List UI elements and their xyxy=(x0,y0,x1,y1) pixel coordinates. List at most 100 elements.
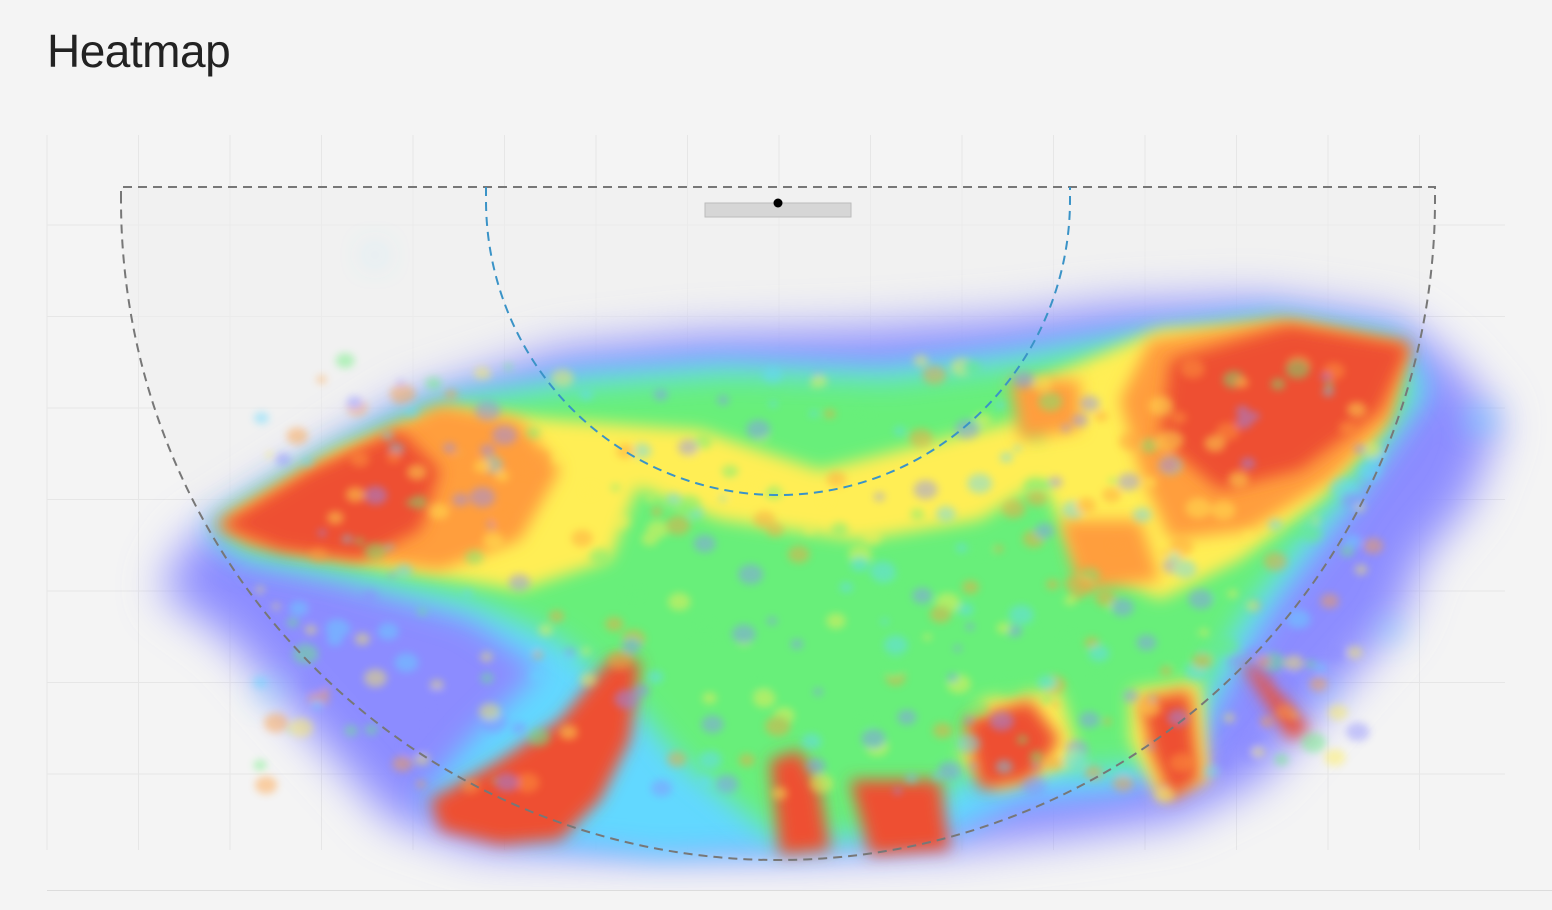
heat-speckle-dot xyxy=(1022,776,1047,796)
heat-speckle-dot xyxy=(1301,526,1323,543)
heat-speckle-dot xyxy=(1118,432,1142,451)
heat-speckle-dot xyxy=(861,728,886,749)
heat-speckle-dot xyxy=(932,722,953,739)
heat-speckle-dot xyxy=(406,464,427,481)
heat-speckle-dot xyxy=(1061,628,1075,639)
heat-speckle-dot xyxy=(738,564,764,585)
heat-speckle-dot xyxy=(965,622,975,631)
heat-speckle-dot xyxy=(289,600,308,616)
heat-speckle-dot xyxy=(908,428,933,448)
heat-speckle-dot xyxy=(897,709,917,725)
heat-speckle-dot xyxy=(1084,765,1103,781)
heat-speckle-dot xyxy=(1148,695,1158,702)
heat-speckle-dot xyxy=(480,369,492,379)
heat-speckle-dot xyxy=(1037,675,1057,691)
heat-speckle-dot xyxy=(1324,644,1346,662)
heat-speckle-dot xyxy=(989,711,1014,731)
heat-speckle-dot xyxy=(1159,665,1172,676)
heat-speckle-dot xyxy=(1259,716,1274,728)
heat-speckle-dot xyxy=(727,479,753,500)
heat-speckle-dot xyxy=(337,623,351,634)
heat-speckle-dot xyxy=(480,443,496,456)
heat-speckle-dot xyxy=(1031,763,1040,770)
heat-speckle-dot xyxy=(462,589,473,598)
heat-speckle-dot xyxy=(702,692,717,704)
heat-speckle-dot xyxy=(552,453,565,463)
heat-speckle-dot xyxy=(289,718,314,738)
heat-speckle-dot xyxy=(451,452,476,473)
heat-speckle-dot xyxy=(1169,652,1186,666)
heat-speckle-dot xyxy=(911,587,933,604)
heat-speckle-dot xyxy=(820,496,832,505)
heat-speckle-dot xyxy=(377,622,399,640)
heat-speckle-dot xyxy=(1140,438,1160,453)
heat-speckle-dot xyxy=(254,776,278,794)
heat-speckle-dot xyxy=(967,473,993,494)
heat-speckle-dot xyxy=(892,787,903,795)
heat-speckle-dot xyxy=(823,409,836,419)
heat-speckle-dot xyxy=(1140,700,1162,717)
heat-speckle-dot xyxy=(752,689,776,708)
heat-speckle xyxy=(252,353,1386,803)
heat-speckle-dot xyxy=(863,530,882,546)
heat-speckle-dot xyxy=(538,624,553,636)
heat-speckle-dot xyxy=(690,619,714,639)
heat-speckle-dot xyxy=(1324,381,1335,389)
heat-speckle-dot xyxy=(1270,378,1286,390)
heat-speckle-dot xyxy=(1305,659,1317,669)
heat-speckle-dot xyxy=(327,511,344,525)
heat-speckle-dot xyxy=(491,425,518,446)
heat-speckle-dot xyxy=(809,409,819,418)
heat-speckle-dot xyxy=(1112,774,1134,792)
heat-speckle-dot xyxy=(622,586,643,602)
heat-speckle-dot xyxy=(394,653,419,673)
heat-speckle-dot xyxy=(1338,420,1356,435)
heat-speckle-dot xyxy=(1008,604,1034,625)
heat-speckle-dot xyxy=(650,779,673,797)
heat-speckle-dot xyxy=(1148,396,1174,416)
heat-speckle-dot xyxy=(474,400,501,422)
heat-islet xyxy=(1380,624,1400,636)
heat-speckle-dot xyxy=(929,605,952,623)
heat-speckle-dot xyxy=(363,486,388,505)
heat-speckle-dot xyxy=(465,549,484,565)
heat-speckle-dot xyxy=(1346,401,1367,418)
heat-speckle-dot xyxy=(1203,765,1219,778)
heat-blob-peak xyxy=(1240,660,1310,740)
heat-islet xyxy=(369,251,381,259)
heat-speckle-dot xyxy=(1045,579,1060,590)
heat-speckle-dot xyxy=(607,650,633,671)
heat-speckle-dot xyxy=(1240,457,1256,470)
heat-speckle-dot xyxy=(1006,624,1023,638)
heat-speckle-dot xyxy=(766,616,778,626)
heat-speckle-dot xyxy=(482,531,504,549)
heat-speckle-dot xyxy=(666,492,682,505)
heat-speckle-dot xyxy=(1090,671,1103,681)
heat-speckle-dot xyxy=(622,638,641,654)
heat-speckle-dot xyxy=(947,673,959,682)
heat-speckle-dot xyxy=(473,460,490,473)
heat-speckle-dot xyxy=(633,683,650,698)
heat-speckle-dot xyxy=(883,635,908,655)
heat-speckle-dot xyxy=(768,400,778,408)
heat-speckle-dot xyxy=(364,542,386,561)
heat-speckle-dot xyxy=(529,670,543,681)
heat-speckle-dot xyxy=(1286,609,1311,629)
heat-speckle-dot xyxy=(1016,735,1029,745)
heat-speckle-dot xyxy=(588,547,610,565)
heat-speckle-dot xyxy=(923,633,932,641)
heat-speckle-dot xyxy=(1030,625,1039,633)
heat-speckle-dot xyxy=(384,543,395,552)
marker-dot xyxy=(773,198,783,208)
heat-speckle-dot xyxy=(869,561,896,582)
heat-speckle-dot xyxy=(1026,490,1047,507)
outer-boundary xyxy=(120,186,1436,861)
heat-speckle-dot xyxy=(1214,754,1234,770)
heat-speckle-dot xyxy=(969,762,978,770)
heat-speckle-dot xyxy=(880,618,889,625)
heat-speckle-dot xyxy=(1235,415,1253,429)
heat-speckle-dot xyxy=(1094,410,1109,422)
heat-speckle-dot xyxy=(1064,595,1077,606)
heat-speckle-dot xyxy=(646,670,664,684)
heat-speckle-dot xyxy=(1362,442,1383,459)
